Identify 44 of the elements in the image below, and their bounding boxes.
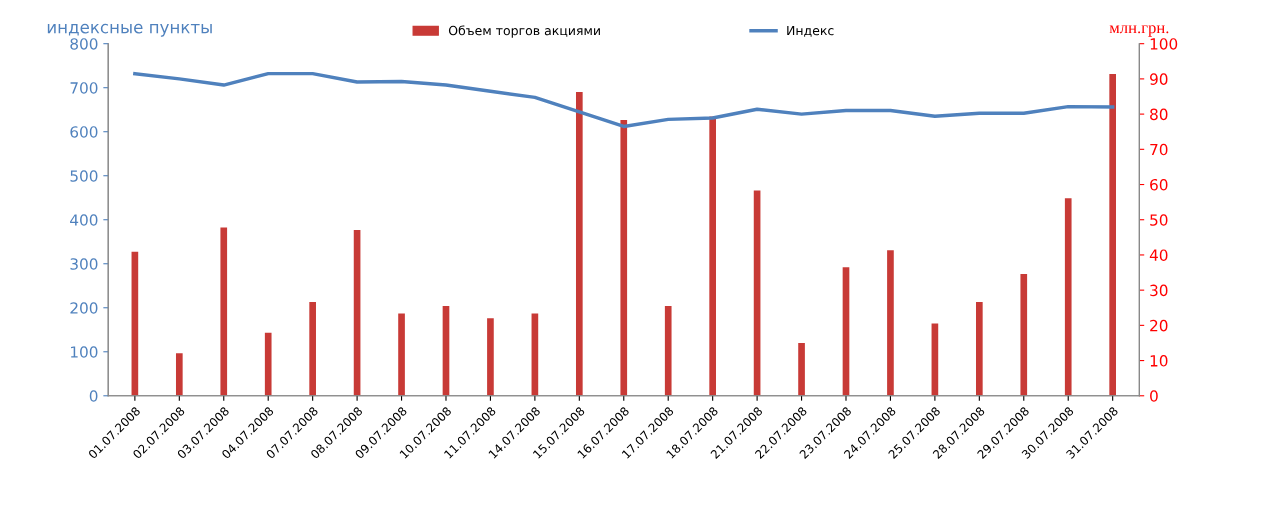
bar	[798, 342, 805, 396]
bar	[1020, 273, 1028, 396]
y2-tick-label: 100	[1150, 38, 1178, 50]
bar	[353, 229, 361, 396]
bar	[620, 120, 628, 396]
bar	[1064, 198, 1072, 396]
bar	[1109, 73, 1116, 396]
y2-tick-label: 50	[1150, 214, 1168, 226]
y2-tick-label: 0	[1150, 390, 1158, 402]
legend-label: Объем торгов акциями	[448, 25, 600, 38]
legend-label: Индекс	[787, 26, 834, 37]
y-tick-label: 600	[70, 126, 98, 138]
y-tick-label: 300	[70, 258, 98, 270]
y2-tick-label: 40	[1149, 249, 1168, 261]
y2-tick-label: 70	[1150, 143, 1168, 156]
bar	[842, 267, 850, 396]
y2-tick-label: 30	[1150, 284, 1168, 297]
bar	[531, 313, 539, 396]
bar	[664, 306, 672, 396]
bar	[487, 318, 494, 396]
y-tick-label: 0	[89, 390, 98, 402]
y2-axis-title: млн.грн.	[1109, 25, 1169, 37]
y2-tick-label: 80	[1150, 108, 1168, 121]
bar	[264, 332, 272, 396]
y2-tick-label: 10	[1150, 355, 1168, 367]
y-tick-label: 800	[70, 38, 98, 50]
bar	[887, 250, 894, 396]
y-tick-label: 100	[71, 346, 98, 358]
bar	[709, 116, 716, 396]
line-series	[133, 71, 1115, 129]
y-tick-label: 500	[70, 170, 98, 182]
bar	[220, 227, 228, 396]
y-tick-label: 400	[70, 214, 98, 226]
bar	[398, 313, 405, 396]
y2-tick-label: 90	[1150, 73, 1168, 85]
bar	[309, 302, 316, 396]
y-axis-title: индексные пункты	[47, 23, 212, 37]
y2-tick-label: 60	[1150, 178, 1168, 191]
bar	[175, 353, 183, 396]
y-tick-label: 700	[70, 82, 98, 94]
y-tick-label: 200	[70, 302, 98, 314]
y2-tick-label: 20	[1150, 319, 1168, 332]
bar	[976, 302, 983, 396]
bar	[575, 91, 583, 396]
